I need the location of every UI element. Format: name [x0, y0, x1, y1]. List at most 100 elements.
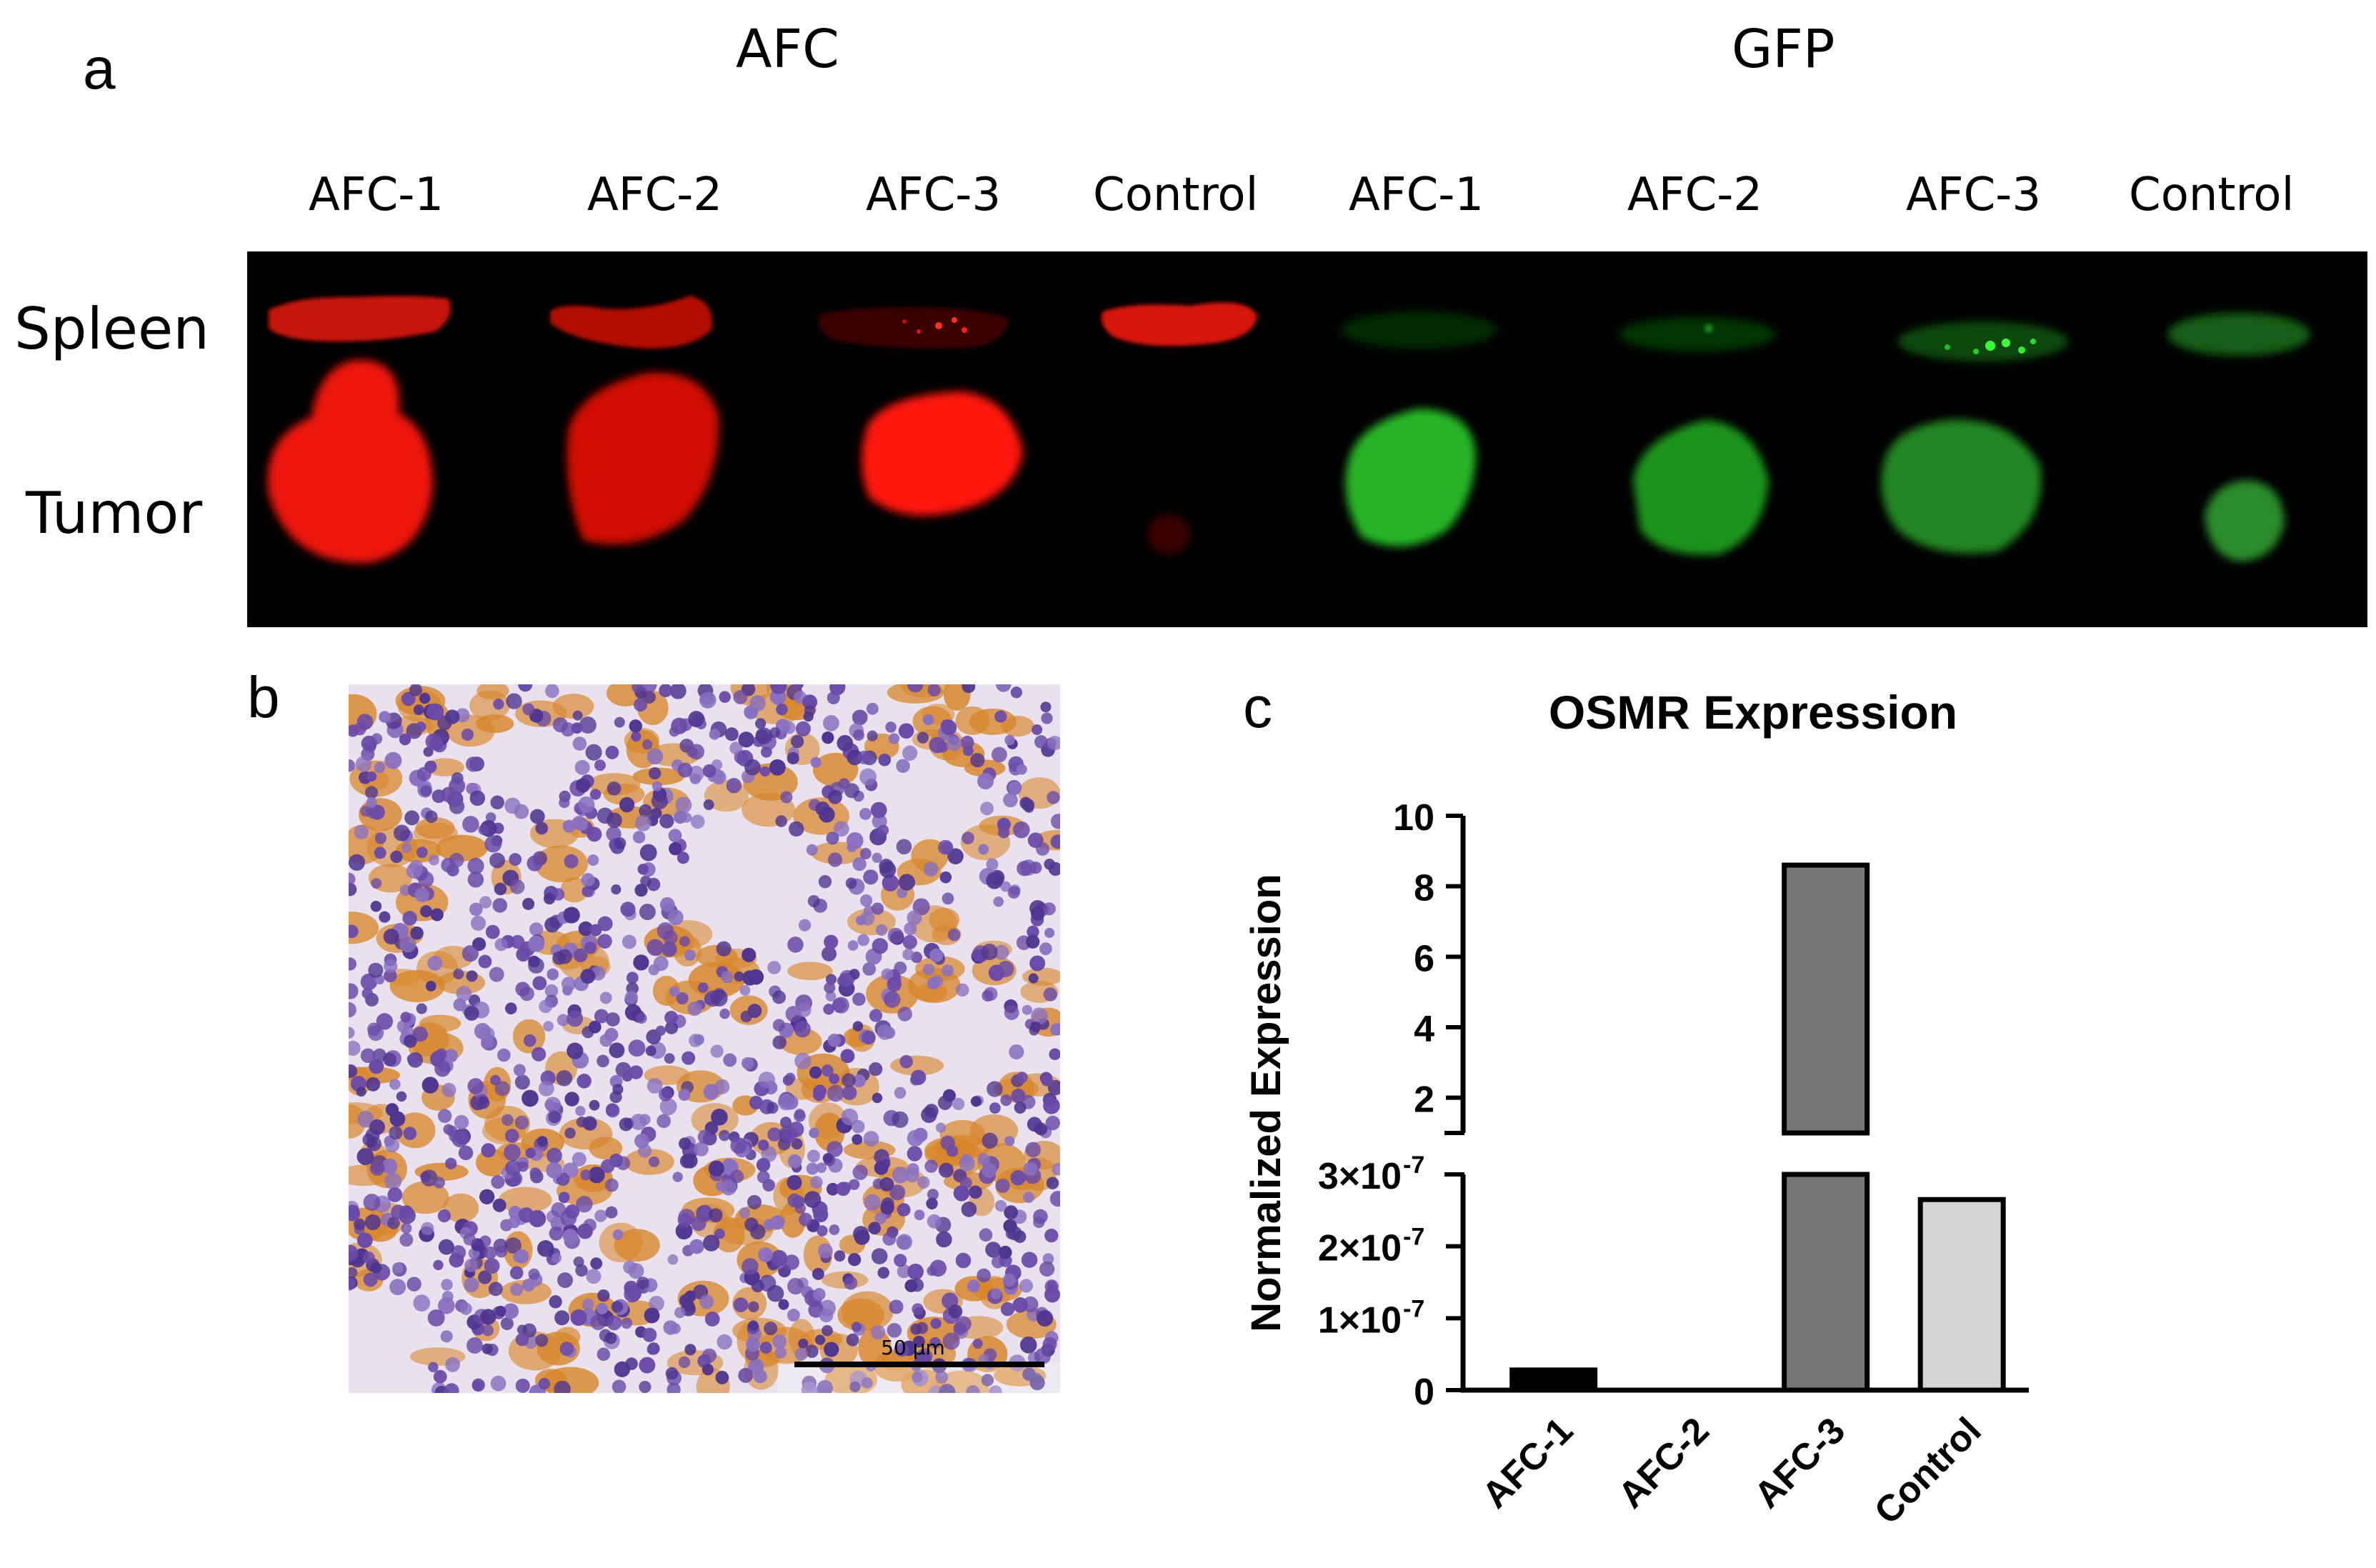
- cell-nucleus: [1045, 1115, 1060, 1131]
- cell-nucleus: [445, 1157, 457, 1169]
- cell-nucleus: [927, 1189, 939, 1201]
- cell-nucleus: [463, 1233, 476, 1246]
- cell-nucleus: [356, 714, 374, 730]
- cell-nucleus: [1040, 701, 1052, 713]
- cell-nucleus: [1009, 1044, 1024, 1060]
- cell-nucleus: [791, 1138, 803, 1150]
- cell-nucleus: [942, 1089, 956, 1102]
- cell-nucleus: [989, 1102, 1001, 1114]
- cell-nucleus: [371, 878, 382, 889]
- cell-nucleus: [877, 824, 889, 837]
- cell-nucleus: [711, 1109, 728, 1126]
- cell-nucleus: [493, 699, 504, 710]
- cell-nucleus: [659, 814, 674, 829]
- stained-region: [924, 1142, 970, 1167]
- cell-nucleus: [410, 926, 424, 940]
- cell-nucleus: [770, 1215, 785, 1230]
- cell-nucleus: [374, 761, 386, 774]
- cell-nucleus: [755, 727, 773, 744]
- cell-nucleus: [947, 736, 962, 751]
- cell-nucleus: [671, 717, 688, 734]
- cell-nucleus: [566, 1010, 584, 1027]
- cell-nucleus: [851, 1322, 862, 1332]
- cell-nucleus: [784, 1254, 799, 1270]
- cell-nucleus: [972, 1338, 983, 1349]
- y-lower-tick-label: 0: [1414, 1372, 1434, 1413]
- cell-nucleus: [589, 789, 602, 800]
- cell-nucleus: [549, 1295, 562, 1309]
- cell-nucleus: [821, 946, 837, 962]
- cell-nucleus: [426, 703, 444, 721]
- cell-nucleus: [521, 1089, 539, 1107]
- cell-nucleus: [939, 1384, 956, 1393]
- cell-nucleus: [684, 1344, 697, 1356]
- cell-nucleus: [1044, 1228, 1059, 1243]
- cell-nucleus: [458, 1145, 474, 1161]
- cell-nucleus: [360, 1048, 376, 1063]
- cell-nucleus: [639, 844, 657, 862]
- cell-nucleus: [413, 1294, 431, 1312]
- cell-nucleus: [841, 1108, 859, 1126]
- cell-nucleus: [935, 1371, 949, 1384]
- cell-nucleus: [917, 1176, 930, 1189]
- cell-nucleus: [813, 1207, 829, 1223]
- cell-nucleus: [1022, 1004, 1032, 1015]
- cell-nucleus: [1030, 1007, 1048, 1025]
- cell-nucleus: [815, 801, 830, 817]
- cell-nucleus: [744, 759, 761, 776]
- cell-nucleus: [536, 1136, 548, 1147]
- cell-nucleus: [829, 1224, 840, 1235]
- cell-nucleus: [451, 1131, 469, 1148]
- column-label-afc-1: AFC-1: [309, 169, 444, 221]
- cell-nucleus: [730, 1169, 744, 1184]
- cell-nucleus: [939, 1162, 954, 1178]
- cell-nucleus: [863, 905, 874, 916]
- cell-nucleus: [854, 1229, 870, 1245]
- cell-nucleus: [840, 1049, 855, 1064]
- y-lower-tick-exponent: -7: [1403, 1224, 1424, 1251]
- cell-nucleus: [744, 705, 758, 719]
- cell-nucleus: [495, 1245, 508, 1258]
- cell-nucleus: [847, 832, 864, 849]
- cell-nucleus: [852, 857, 867, 872]
- cell-nucleus: [759, 766, 771, 777]
- cell-nucleus: [1023, 1162, 1038, 1177]
- cell-nucleus: [574, 759, 590, 775]
- cell-nucleus: [1041, 712, 1053, 724]
- cell-nucleus: [884, 991, 901, 1008]
- cell-nucleus: [942, 892, 954, 905]
- cell-nucleus: [586, 827, 602, 842]
- cell-nucleus: [578, 921, 594, 937]
- cell-nucleus: [801, 1382, 817, 1393]
- cell-nucleus: [852, 1134, 863, 1145]
- group-title-gfp: GFP: [1732, 19, 1835, 80]
- cell-nucleus: [897, 1007, 912, 1022]
- cell-nucleus: [485, 924, 500, 939]
- cell-nucleus: [822, 1153, 834, 1164]
- cell-nucleus: [624, 1285, 641, 1303]
- cell-nucleus: [678, 1356, 691, 1369]
- cell-nucleus: [852, 1021, 864, 1032]
- stained-region: [436, 834, 488, 862]
- cell-nucleus: [653, 956, 669, 972]
- cell-nucleus: [826, 1182, 839, 1196]
- cell-nucleus: [634, 884, 648, 897]
- cell-nucleus: [461, 728, 474, 741]
- cell-nucleus: [1043, 1097, 1060, 1114]
- cell-nucleus: [962, 745, 974, 756]
- cell-nucleus: [514, 1249, 529, 1264]
- cell-nucleus: [361, 735, 377, 751]
- cell-nucleus: [837, 734, 854, 751]
- cell-nucleus: [788, 821, 804, 837]
- cell-nucleus: [546, 1147, 562, 1164]
- cell-nucleus: [573, 1256, 584, 1267]
- tumor-afc-3: [862, 391, 1023, 516]
- cell-nucleus: [748, 1320, 759, 1331]
- cell-nucleus: [849, 1381, 861, 1392]
- cell-nucleus: [510, 934, 525, 949]
- cell-nucleus: [381, 1158, 398, 1174]
- tumor-afc-1: [267, 359, 433, 564]
- cell-nucleus: [981, 1374, 994, 1387]
- stained-region: [858, 1328, 892, 1368]
- cell-nucleus: [929, 1337, 941, 1349]
